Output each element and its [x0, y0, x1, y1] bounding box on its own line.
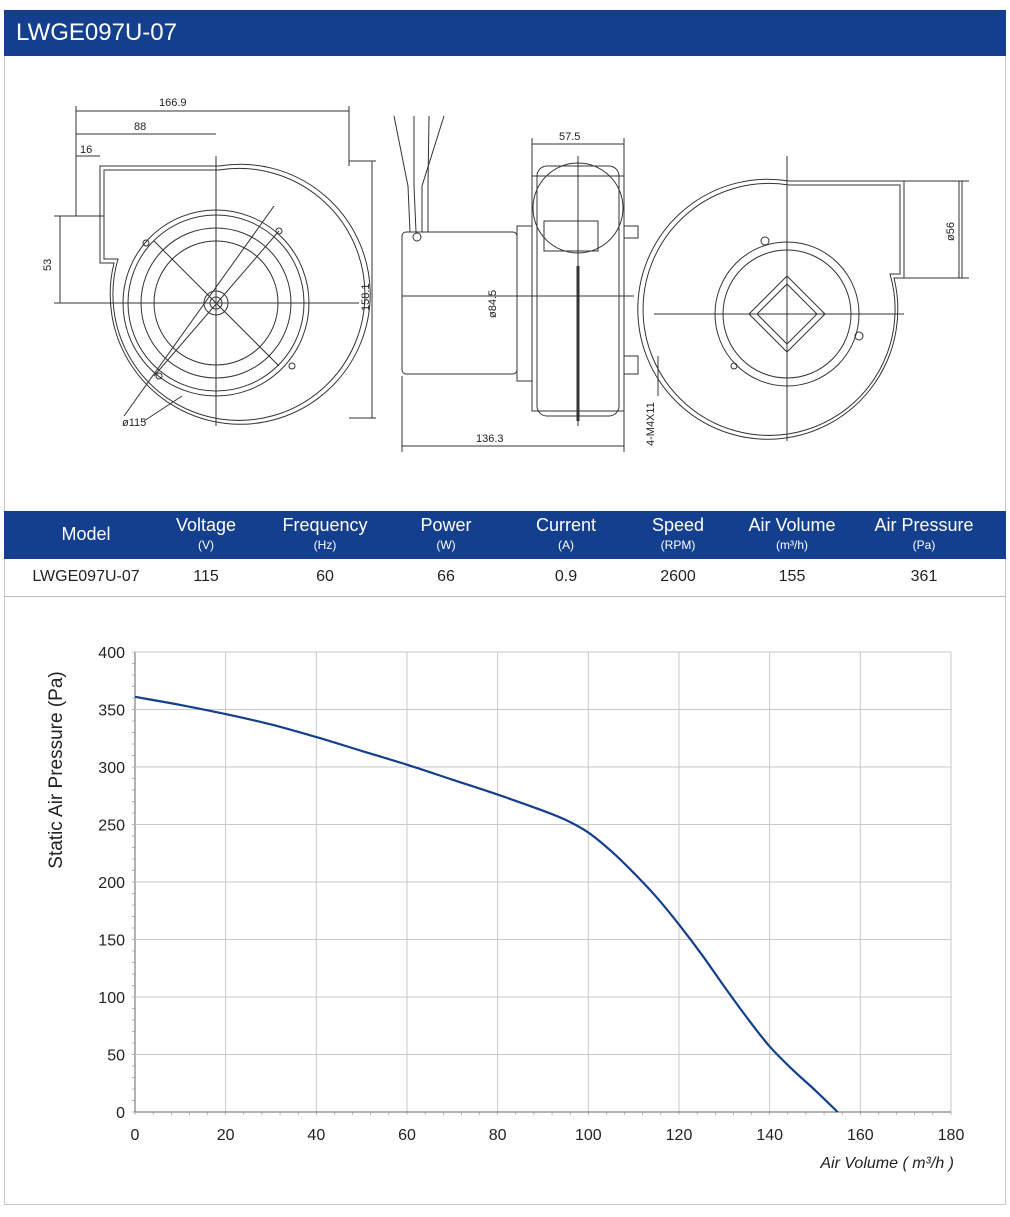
header-power-unit: (W) — [436, 538, 456, 552]
cell-power: 66 — [437, 568, 455, 585]
dim-impeller-dia: ø115 — [122, 417, 146, 429]
cell-current: 0.9 — [554, 568, 578, 585]
header-air-pressure: Air Pressure (Pa) — [864, 511, 984, 559]
x-tick-label: 160 — [847, 1127, 874, 1144]
header-air-pressure-unit: (Pa) — [912, 538, 936, 552]
dim-mount-holes: 4-M4X11 — [645, 402, 657, 446]
y-tick-label: 200 — [98, 875, 125, 892]
dim-motor-dia: ø84.5 — [487, 290, 499, 318]
performance-chart: 0 20 40 60 80 100 120 140 160 180 0 50 100 150 200 250… — [46, 645, 965, 1172]
x-tick-label: 60 — [398, 1127, 416, 1144]
y-tick-label: 350 — [98, 703, 125, 720]
header-air-volume-unit: (m³/h) — [776, 538, 808, 552]
header-speed: Speed (RPM) — [636, 511, 720, 559]
x-tick-label: 120 — [666, 1127, 693, 1144]
header-model: Model — [4, 511, 168, 559]
header-current-unit: (A) — [558, 538, 574, 552]
cell-model: LWGE097U-07 — [32, 568, 140, 585]
cell-air-volume: 155 — [778, 568, 806, 585]
y-tick-label: 0 — [116, 1105, 125, 1122]
header-air-volume: Air Volume (m³/h) — [740, 511, 844, 559]
y-tick-label: 400 — [98, 645, 125, 662]
dim-outlet-offset: 16 — [80, 144, 92, 156]
header-speed-name: Speed — [651, 515, 705, 535]
spec-table-header: Model Voltage (V) Frequency (Hz) Power (… — [4, 511, 1006, 559]
x-tick-label: 0 — [131, 1127, 140, 1144]
pressure-curve — [134, 695, 839, 1113]
spec-table-row: LWGE097U-07 115 60 66 0.9 2600 155 361 — [4, 559, 1006, 597]
x-tick-label: 40 — [307, 1127, 325, 1144]
header-frequency: Frequency (Hz) — [267, 511, 383, 559]
header-voltage-unit: (V) — [198, 538, 214, 552]
y-tick-label: 300 — [98, 760, 125, 777]
header-voltage: Voltage (V) — [168, 511, 244, 559]
title-bar: LWGE097U-07 — [4, 10, 1006, 56]
dimension-drawing: 166.9 88 16 53 158.1 ø115 57.5 ø84.5 136… — [42, 97, 969, 452]
front-view — [54, 106, 376, 426]
header-voltage-name: Voltage — [175, 515, 237, 535]
x-tick-label: 140 — [756, 1127, 783, 1144]
dim-outlet-dia: ø56 — [945, 222, 957, 241]
header-power: Power (W) — [404, 511, 488, 559]
dim-outlet-height: 53 — [42, 259, 54, 271]
x-axis-label: Air Volume ( m³/h ) — [819, 1155, 954, 1172]
x-axis-ticks: 0 20 40 60 80 100 120 140 160 180 — [131, 1112, 965, 1144]
cell-air-pressure: 361 — [910, 568, 938, 585]
cell-voltage: 115 — [193, 568, 219, 585]
x-tick-label: 20 — [217, 1127, 235, 1144]
dim-overall-height: 158.1 — [360, 283, 372, 311]
y-tick-label: 100 — [98, 990, 125, 1007]
y-tick-label: 50 — [107, 1048, 125, 1065]
header-frequency-unit: (Hz) — [313, 538, 337, 552]
header-frequency-name: Frequency — [282, 515, 368, 535]
side-view — [393, 115, 659, 452]
y-tick-label: 150 — [98, 933, 125, 950]
y-tick-label: 250 — [98, 818, 125, 835]
x-tick-label: 180 — [938, 1127, 965, 1144]
header-current: Current (A) — [520, 511, 612, 559]
x-tick-label: 100 — [575, 1127, 602, 1144]
y-axis-label: Static Air Pressure (Pa) — [46, 671, 67, 868]
header-air-pressure-name: Air Pressure — [874, 515, 974, 535]
x-tick-label: 80 — [489, 1127, 507, 1144]
header-speed-unit: (RPM) — [660, 538, 696, 552]
cell-frequency: 60 — [316, 568, 334, 585]
dim-center-offset: 88 — [134, 121, 146, 133]
chart-grid — [134, 651, 952, 1113]
header-current-name: Current — [535, 515, 597, 535]
header-power-name: Power — [420, 515, 472, 535]
dim-overall-width: 166.9 — [159, 97, 187, 109]
header-air-volume-name: Air Volume — [748, 515, 836, 535]
y-axis-ticks: 0 50 100 150 200 250 300 350 400 — [98, 645, 135, 1122]
cell-speed: 2600 — [660, 568, 696, 585]
rear-view — [637, 156, 969, 441]
dim-depth: 136.3 — [476, 433, 504, 445]
header-model-name: Model — [61, 524, 111, 544]
product-title: LWGE097U-07 — [16, 19, 177, 46]
dim-side-width: 57.5 — [559, 131, 580, 143]
